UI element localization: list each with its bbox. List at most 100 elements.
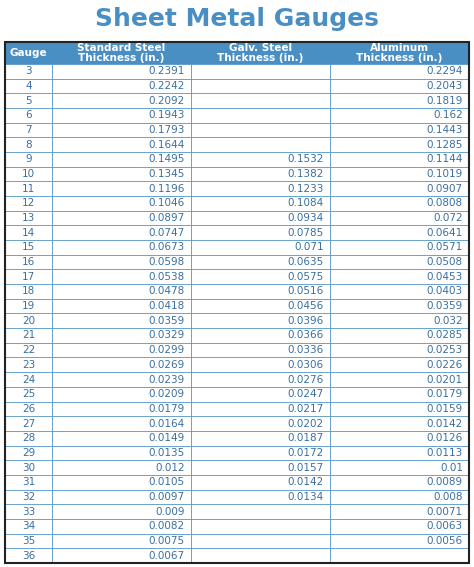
Text: 0.1196: 0.1196 [149,184,185,194]
Bar [191,269,330,284]
Bar [5,416,52,431]
Bar [330,387,469,401]
Bar [330,519,469,534]
Text: 0.0453: 0.0453 [427,272,463,282]
Text: 0.0226: 0.0226 [427,360,463,370]
Text: 0.008: 0.008 [434,492,463,502]
Text: 0.0217: 0.0217 [288,404,324,414]
Bar [191,401,330,416]
Text: 0.2294: 0.2294 [427,66,463,76]
Bar [52,328,191,343]
Text: Standard Steel
Thickness (in.): Standard Steel Thickness (in.) [77,43,165,64]
Bar [330,475,469,489]
Text: 0.1382: 0.1382 [288,169,324,179]
Text: 0.071: 0.071 [294,242,324,252]
Bar [52,504,191,519]
Text: 0.0269: 0.0269 [149,360,185,370]
Bar [191,167,330,181]
Text: 0.0089: 0.0089 [427,477,463,487]
Text: 0.0635: 0.0635 [288,257,324,267]
Bar [5,196,52,211]
Text: 0.0808: 0.0808 [427,198,463,208]
Text: 0.0478: 0.0478 [149,286,185,297]
Text: Aluminum
Thickness (in.): Aluminum Thickness (in.) [356,43,443,64]
Text: 0.0336: 0.0336 [288,345,324,355]
Text: 0.0897: 0.0897 [149,213,185,223]
Bar [5,79,52,93]
Bar [5,357,52,372]
Bar [330,343,469,357]
Text: 16: 16 [22,257,35,267]
Bar [5,460,52,475]
Text: 0.0306: 0.0306 [288,360,324,370]
Text: 21: 21 [22,331,35,340]
Bar [330,431,469,446]
Bar [52,387,191,401]
Bar [5,431,52,446]
Bar [330,42,469,64]
Text: 0.0075: 0.0075 [149,536,185,546]
Text: 36: 36 [22,551,35,561]
Bar [5,314,52,328]
Bar [52,42,191,64]
Bar [191,387,330,401]
Bar [52,181,191,196]
Text: 0.0571: 0.0571 [427,242,463,252]
Text: 0.1345: 0.1345 [149,169,185,179]
Bar [5,446,52,460]
Text: 25: 25 [22,389,35,399]
Bar [191,196,330,211]
Bar [191,460,330,475]
Bar [330,416,469,431]
Bar [191,446,330,460]
Bar [5,504,52,519]
Text: 0.0172: 0.0172 [288,448,324,458]
Text: 0.0329: 0.0329 [149,331,185,340]
Text: 0.0253: 0.0253 [427,345,463,355]
Bar [52,314,191,328]
Text: 10: 10 [22,169,35,179]
Bar [191,357,330,372]
Text: 0.0366: 0.0366 [288,331,324,340]
Text: 34: 34 [22,521,35,531]
Text: 15: 15 [22,242,35,252]
Text: 5: 5 [25,96,32,105]
Bar [330,372,469,387]
Bar [191,519,330,534]
Bar [5,475,52,489]
Bar [191,64,330,79]
Bar [52,269,191,284]
Text: 0.0142: 0.0142 [427,418,463,429]
Text: 0.0113: 0.0113 [427,448,463,458]
Bar [5,401,52,416]
Bar [330,534,469,548]
Text: 0.1019: 0.1019 [427,169,463,179]
Text: 33: 33 [22,507,35,517]
Text: 22: 22 [22,345,35,355]
Text: 0.0785: 0.0785 [288,228,324,238]
Bar [52,460,191,475]
Bar [5,534,52,548]
Bar [52,519,191,534]
Bar [52,372,191,387]
Text: 0.0179: 0.0179 [427,389,463,399]
Bar [330,211,469,225]
Text: 0.162: 0.162 [433,110,463,120]
Bar [191,122,330,137]
Text: 0.0157: 0.0157 [288,463,324,472]
Bar [330,181,469,196]
Text: 0.0403: 0.0403 [427,286,463,297]
Bar [52,225,191,240]
Text: 0.0396: 0.0396 [288,316,324,326]
Bar [52,240,191,255]
Text: 0.0126: 0.0126 [427,433,463,443]
Text: 0.0359: 0.0359 [149,316,185,326]
Bar [5,372,52,387]
Text: 0.1443: 0.1443 [427,125,463,135]
Bar [52,196,191,211]
Bar [5,152,52,167]
Bar [330,460,469,475]
Bar [5,240,52,255]
Text: 31: 31 [22,477,35,487]
Bar [52,122,191,137]
